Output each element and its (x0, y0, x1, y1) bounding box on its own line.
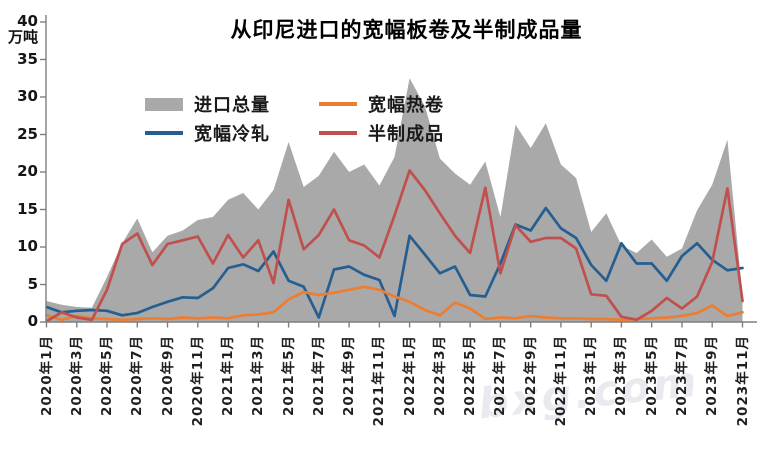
legend-item-total: 进口总量 (145, 92, 319, 116)
legend-item-hot-rolled: 宽幅热卷 (319, 92, 495, 116)
legend-label-total: 进口总量 (194, 95, 270, 116)
y-axis-unit-label: 万吨 (8, 28, 39, 46)
cold-rolled-line-swatch-icon (145, 131, 183, 135)
legend-label-semi-finished: 半制成品 (368, 124, 444, 145)
legend-label-cold-rolled: 宽幅冷轧 (194, 124, 270, 145)
legend-label-hot-rolled: 宽幅热卷 (368, 95, 444, 116)
hot-rolled-line-swatch-icon (319, 102, 357, 106)
semi-finished-line-swatch-icon (319, 131, 357, 135)
hot-rolled-line (45, 285, 744, 322)
legend-item-cold-rolled: 宽幅冷轧 (145, 121, 319, 145)
legend: 进口总量 宽幅热卷 宽幅冷轧 半制成品 (145, 92, 495, 145)
semi-finished-line (45, 169, 744, 323)
chart-title: 从印尼进口的宽幅板卷及半制成品量 (230, 18, 583, 42)
legend-item-semi-finished: 半制成品 (319, 121, 495, 145)
total-area (46, 78, 743, 322)
total-area-swatch-icon (145, 97, 183, 111)
cold-rolled-line (45, 206, 744, 319)
